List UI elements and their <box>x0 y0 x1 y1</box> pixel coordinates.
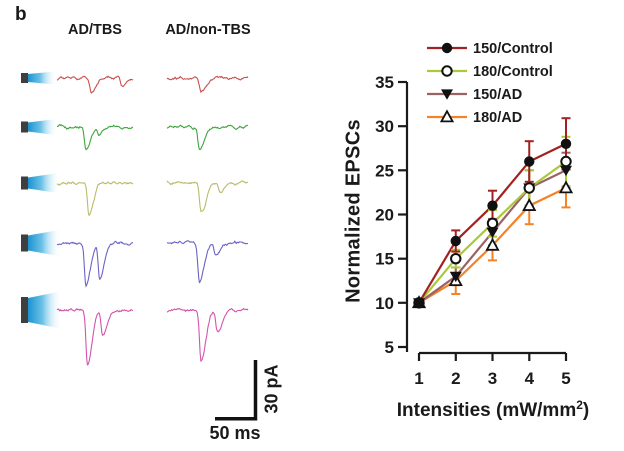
legend-label-150/Control: 150/Control <box>473 41 553 57</box>
epsc-trace-intensity-1-col2 <box>166 75 249 94</box>
x-tick-label-1: 1 <box>414 369 423 388</box>
stimulus-bar-intensity-3 <box>21 176 28 190</box>
marker-180/AD-x5 <box>558 180 574 194</box>
x-tick-label-5: 5 <box>561 369 570 388</box>
legend-item-150/AD: 150/AD <box>427 87 522 103</box>
marker-180/Control-x2 <box>450 252 462 265</box>
legend-marker-180/Control <box>441 65 453 77</box>
epsc-trace-intensity-2-col2 <box>166 124 249 151</box>
marker-180/Control-x4 <box>523 182 535 194</box>
scalebar-current-label: 30 pA <box>261 364 282 414</box>
x-axis-title-sup: 2 <box>576 397 583 412</box>
x-axis-title: Intensities (mW/mm2) <box>397 398 590 422</box>
marker-150/Control-x4 <box>524 156 535 167</box>
legend-label-180/AD: 180/AD <box>473 110 522 126</box>
scalebar-time-label: 50 ms <box>209 423 261 443</box>
legend-label-150/AD: 150/AD <box>473 87 522 103</box>
legend-item-150/Control: 150/Control <box>427 41 553 57</box>
marker-150/Control-x5 <box>560 138 572 150</box>
marker-150/AD-x5 <box>560 165 572 177</box>
x-tick-label-4: 4 <box>525 369 535 388</box>
legend-marker-180/AD <box>439 109 455 123</box>
stimulus-bar-intensity-2 <box>21 121 28 133</box>
column-header-ad-non-tbs: AD/non-TBS <box>165 22 251 38</box>
epsc-trace-intensity-5-col2 <box>166 307 249 363</box>
marker-180/Control-x5 <box>560 155 572 168</box>
y-tick-label-10: 10 <box>375 294 394 313</box>
light-beam-intensity-4 <box>28 230 59 256</box>
marker-180/AD-x3 <box>485 237 500 251</box>
epsc-trace-intensity-3-col1 <box>56 181 134 216</box>
y-tick-label-5: 5 <box>385 338 394 357</box>
marker-150/AD-x2 <box>449 271 462 283</box>
x-axis-title-text: Intensities (mW/mm <box>396 400 577 422</box>
legend-marker-150/Control <box>441 42 453 54</box>
legend-marker-150/AD <box>441 89 453 100</box>
x-tick-label-2: 2 <box>451 369 460 388</box>
stimulus-bar-intensity-5 <box>21 297 28 323</box>
legend-item-180/Control: 180/Control <box>427 64 553 80</box>
epsc-trace-intensity-2-col1 <box>57 123 133 151</box>
light-beam-intensity-2 <box>28 119 56 135</box>
epsc-trace-intensity-4-col1 <box>56 240 134 288</box>
marker-150/Control-x2 <box>450 235 461 247</box>
column-header-ad-tbs: AD/TBS <box>68 22 122 38</box>
y-tick-label-30: 30 <box>375 117 394 136</box>
epsc-trace-intensity-4-col2 <box>166 240 249 284</box>
epsc-trace-intensity-1-col1 <box>56 75 134 94</box>
marker-150/AD-x3 <box>486 227 499 238</box>
y-tick-label-15: 15 <box>375 250 394 269</box>
epsc-trace-intensity-3-col2 <box>166 180 249 212</box>
y-tick-label-25: 25 <box>375 161 394 180</box>
marker-150/Control-x3 <box>487 200 498 211</box>
x-axis-title-close: ) <box>582 400 590 422</box>
epsc-trace-intensity-5-col1 <box>56 308 134 366</box>
legend-label-180/Control: 180/Control <box>473 64 553 80</box>
marker-180/Control-x3 <box>486 217 499 230</box>
y-axis-title: Normalized EPSCs <box>342 119 365 303</box>
stimulus-bar-intensity-4 <box>21 234 28 252</box>
x-tick-label-3: 3 <box>488 369 497 388</box>
stimulus-bar-intensity-1 <box>21 73 28 83</box>
y-tick-label-35: 35 <box>375 73 394 92</box>
legend-item-180/AD: 180/AD <box>427 109 522 126</box>
y-tick-label-20: 20 <box>375 206 394 225</box>
light-beam-intensity-1 <box>28 71 55 85</box>
panel-label: b <box>15 4 27 25</box>
light-beam-intensity-5 <box>28 291 60 329</box>
light-beam-intensity-3 <box>28 173 58 193</box>
marker-150/Control-x1 <box>413 297 425 309</box>
marker-180/AD-x4 <box>522 197 537 211</box>
